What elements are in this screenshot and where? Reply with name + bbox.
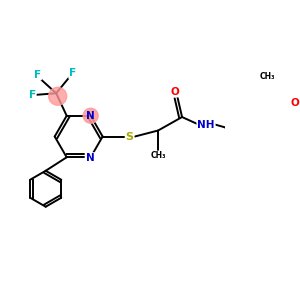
- Text: N: N: [86, 111, 95, 121]
- Text: O: O: [170, 87, 179, 97]
- Text: S: S: [126, 131, 134, 142]
- Circle shape: [83, 108, 98, 123]
- Text: N: N: [85, 153, 94, 163]
- Text: F: F: [34, 70, 41, 80]
- Text: CH₃: CH₃: [150, 152, 166, 160]
- Text: NH: NH: [197, 119, 215, 130]
- Text: F: F: [29, 90, 36, 100]
- Circle shape: [49, 87, 67, 105]
- Text: O: O: [290, 98, 299, 108]
- Text: F: F: [69, 68, 76, 78]
- Text: CH₃: CH₃: [260, 72, 275, 81]
